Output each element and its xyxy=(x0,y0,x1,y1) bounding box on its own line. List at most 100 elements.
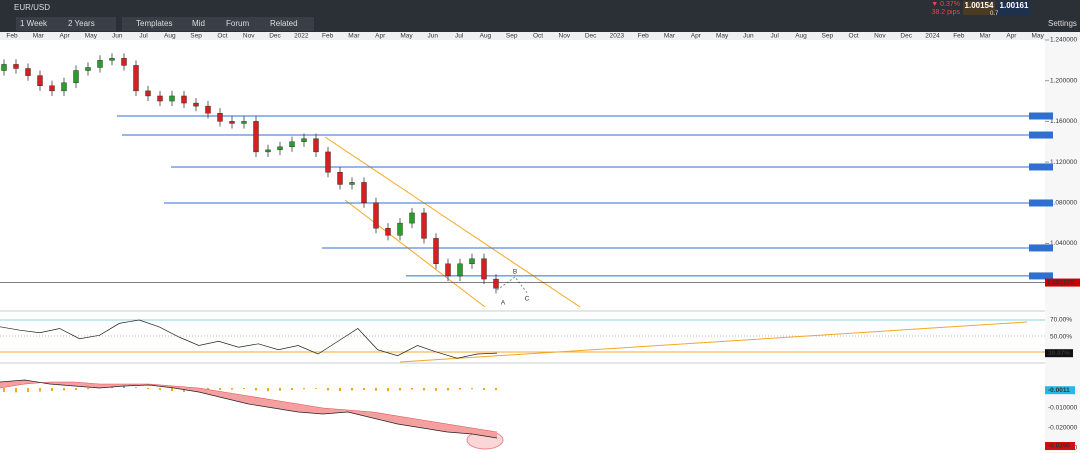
time-label: May xyxy=(400,33,413,40)
candle-body xyxy=(445,263,451,277)
candle-body xyxy=(373,202,379,229)
fib-tag xyxy=(1029,112,1053,120)
histogram-bar xyxy=(75,388,77,390)
time-label: May xyxy=(1032,33,1045,40)
histogram-bar xyxy=(411,388,413,390)
time-label: Nov xyxy=(874,33,886,40)
candle-body xyxy=(73,70,79,83)
candle-body xyxy=(253,121,259,153)
candle-body xyxy=(433,238,439,265)
time-label: Jun xyxy=(743,33,754,40)
histogram-bar xyxy=(219,388,221,390)
time-label: Apr xyxy=(60,33,71,40)
candle-body xyxy=(313,138,319,153)
time-label: Sep xyxy=(190,33,202,40)
time-label: 2022 xyxy=(294,33,309,40)
candle-body xyxy=(397,222,403,236)
histogram-bar xyxy=(303,388,305,390)
wave-label: B xyxy=(513,269,517,276)
histogram-bar xyxy=(243,388,245,389)
time-label: Jun xyxy=(112,33,123,40)
price-label: 1.080000 xyxy=(1050,199,1077,206)
histogram-bar xyxy=(375,388,377,391)
candle-body xyxy=(481,258,487,280)
histogram-bar xyxy=(327,388,329,391)
time-label: Apr xyxy=(1006,33,1017,40)
wave-label: A xyxy=(501,300,506,307)
candle-body xyxy=(457,263,463,277)
macd-tick-label: -0.010000 xyxy=(1048,405,1078,412)
time-label: Jul xyxy=(771,33,780,40)
candle-body xyxy=(289,141,295,148)
candle-body xyxy=(181,95,187,104)
histogram-bar xyxy=(315,388,317,389)
time-label: Jun xyxy=(428,33,439,40)
fib-tag xyxy=(1029,199,1053,207)
histogram-bar xyxy=(51,388,53,391)
time-label: 2024 xyxy=(925,33,940,40)
candle-body xyxy=(109,58,115,61)
time-label: Mar xyxy=(33,33,45,40)
candle-body xyxy=(13,64,19,69)
histogram-bar xyxy=(27,388,29,392)
candle-body xyxy=(337,172,343,185)
time-label: Jul xyxy=(455,33,464,40)
histogram-bar xyxy=(231,388,233,390)
spread: 0.7 xyxy=(990,11,999,17)
time-label: Nov xyxy=(559,33,571,40)
candle-body xyxy=(241,121,247,124)
time-label: Mar xyxy=(979,33,991,40)
time-label: Feb xyxy=(6,33,18,40)
forum-button[interactable]: Forum xyxy=(212,17,268,31)
histogram-bar xyxy=(471,388,473,390)
candle-body xyxy=(193,102,199,107)
osc-tick-label: 70.00% xyxy=(1050,317,1072,324)
bid[interactable]: 1.00154 xyxy=(963,1,995,15)
osc-tick-label: 50.00% xyxy=(1050,334,1072,341)
osc-last-label: 30.97% xyxy=(1048,350,1070,357)
histogram-bar xyxy=(495,388,497,391)
macd-last-label: -0.0011 xyxy=(1048,387,1070,394)
histogram-bar xyxy=(339,388,341,391)
time-label: 2023 xyxy=(610,33,625,40)
candle-body xyxy=(49,85,55,92)
range[interactable]: 2 Years xyxy=(64,17,116,31)
wave-label: C xyxy=(525,296,530,303)
time-label: Feb xyxy=(322,33,334,40)
histogram-bar xyxy=(423,388,425,391)
candle-body xyxy=(169,95,175,102)
symbol[interactable]: EUR/USD xyxy=(14,3,51,12)
histogram-bar xyxy=(351,388,353,391)
candle-body xyxy=(469,258,475,265)
candle-body xyxy=(277,146,283,151)
histogram-bar xyxy=(363,388,365,390)
time-label: Feb xyxy=(953,33,965,40)
candle-body xyxy=(61,82,67,92)
histogram-bar xyxy=(387,388,389,392)
time-label: Mar xyxy=(348,33,360,40)
histogram-bar xyxy=(15,388,17,393)
interval[interactable]: 1 Week xyxy=(16,17,64,31)
related-button[interactable]: Related xyxy=(256,17,314,31)
candle-body xyxy=(301,138,307,142)
histogram-bar xyxy=(279,388,281,391)
ask[interactable]: 1.00161 xyxy=(998,1,1030,15)
histogram-bar xyxy=(39,388,41,392)
settings[interactable]: Settings xyxy=(1048,19,1077,28)
price-label: 1.200000 xyxy=(1050,77,1077,84)
candle-body xyxy=(145,90,151,97)
histogram-bar xyxy=(447,388,449,391)
histogram-bar xyxy=(159,388,161,390)
macd-line xyxy=(0,379,498,439)
fib-tag xyxy=(1029,272,1053,280)
histogram-bar xyxy=(183,388,185,392)
candle-body xyxy=(325,151,331,173)
time-label: Dec xyxy=(269,33,281,40)
candle-body xyxy=(265,149,271,153)
templates-button[interactable]: Templates xyxy=(122,17,192,31)
trend-line xyxy=(324,136,581,308)
histogram-bar xyxy=(435,388,437,391)
trend-line xyxy=(399,321,1028,363)
candle-body xyxy=(157,95,163,102)
time-label: Nov xyxy=(243,33,255,40)
